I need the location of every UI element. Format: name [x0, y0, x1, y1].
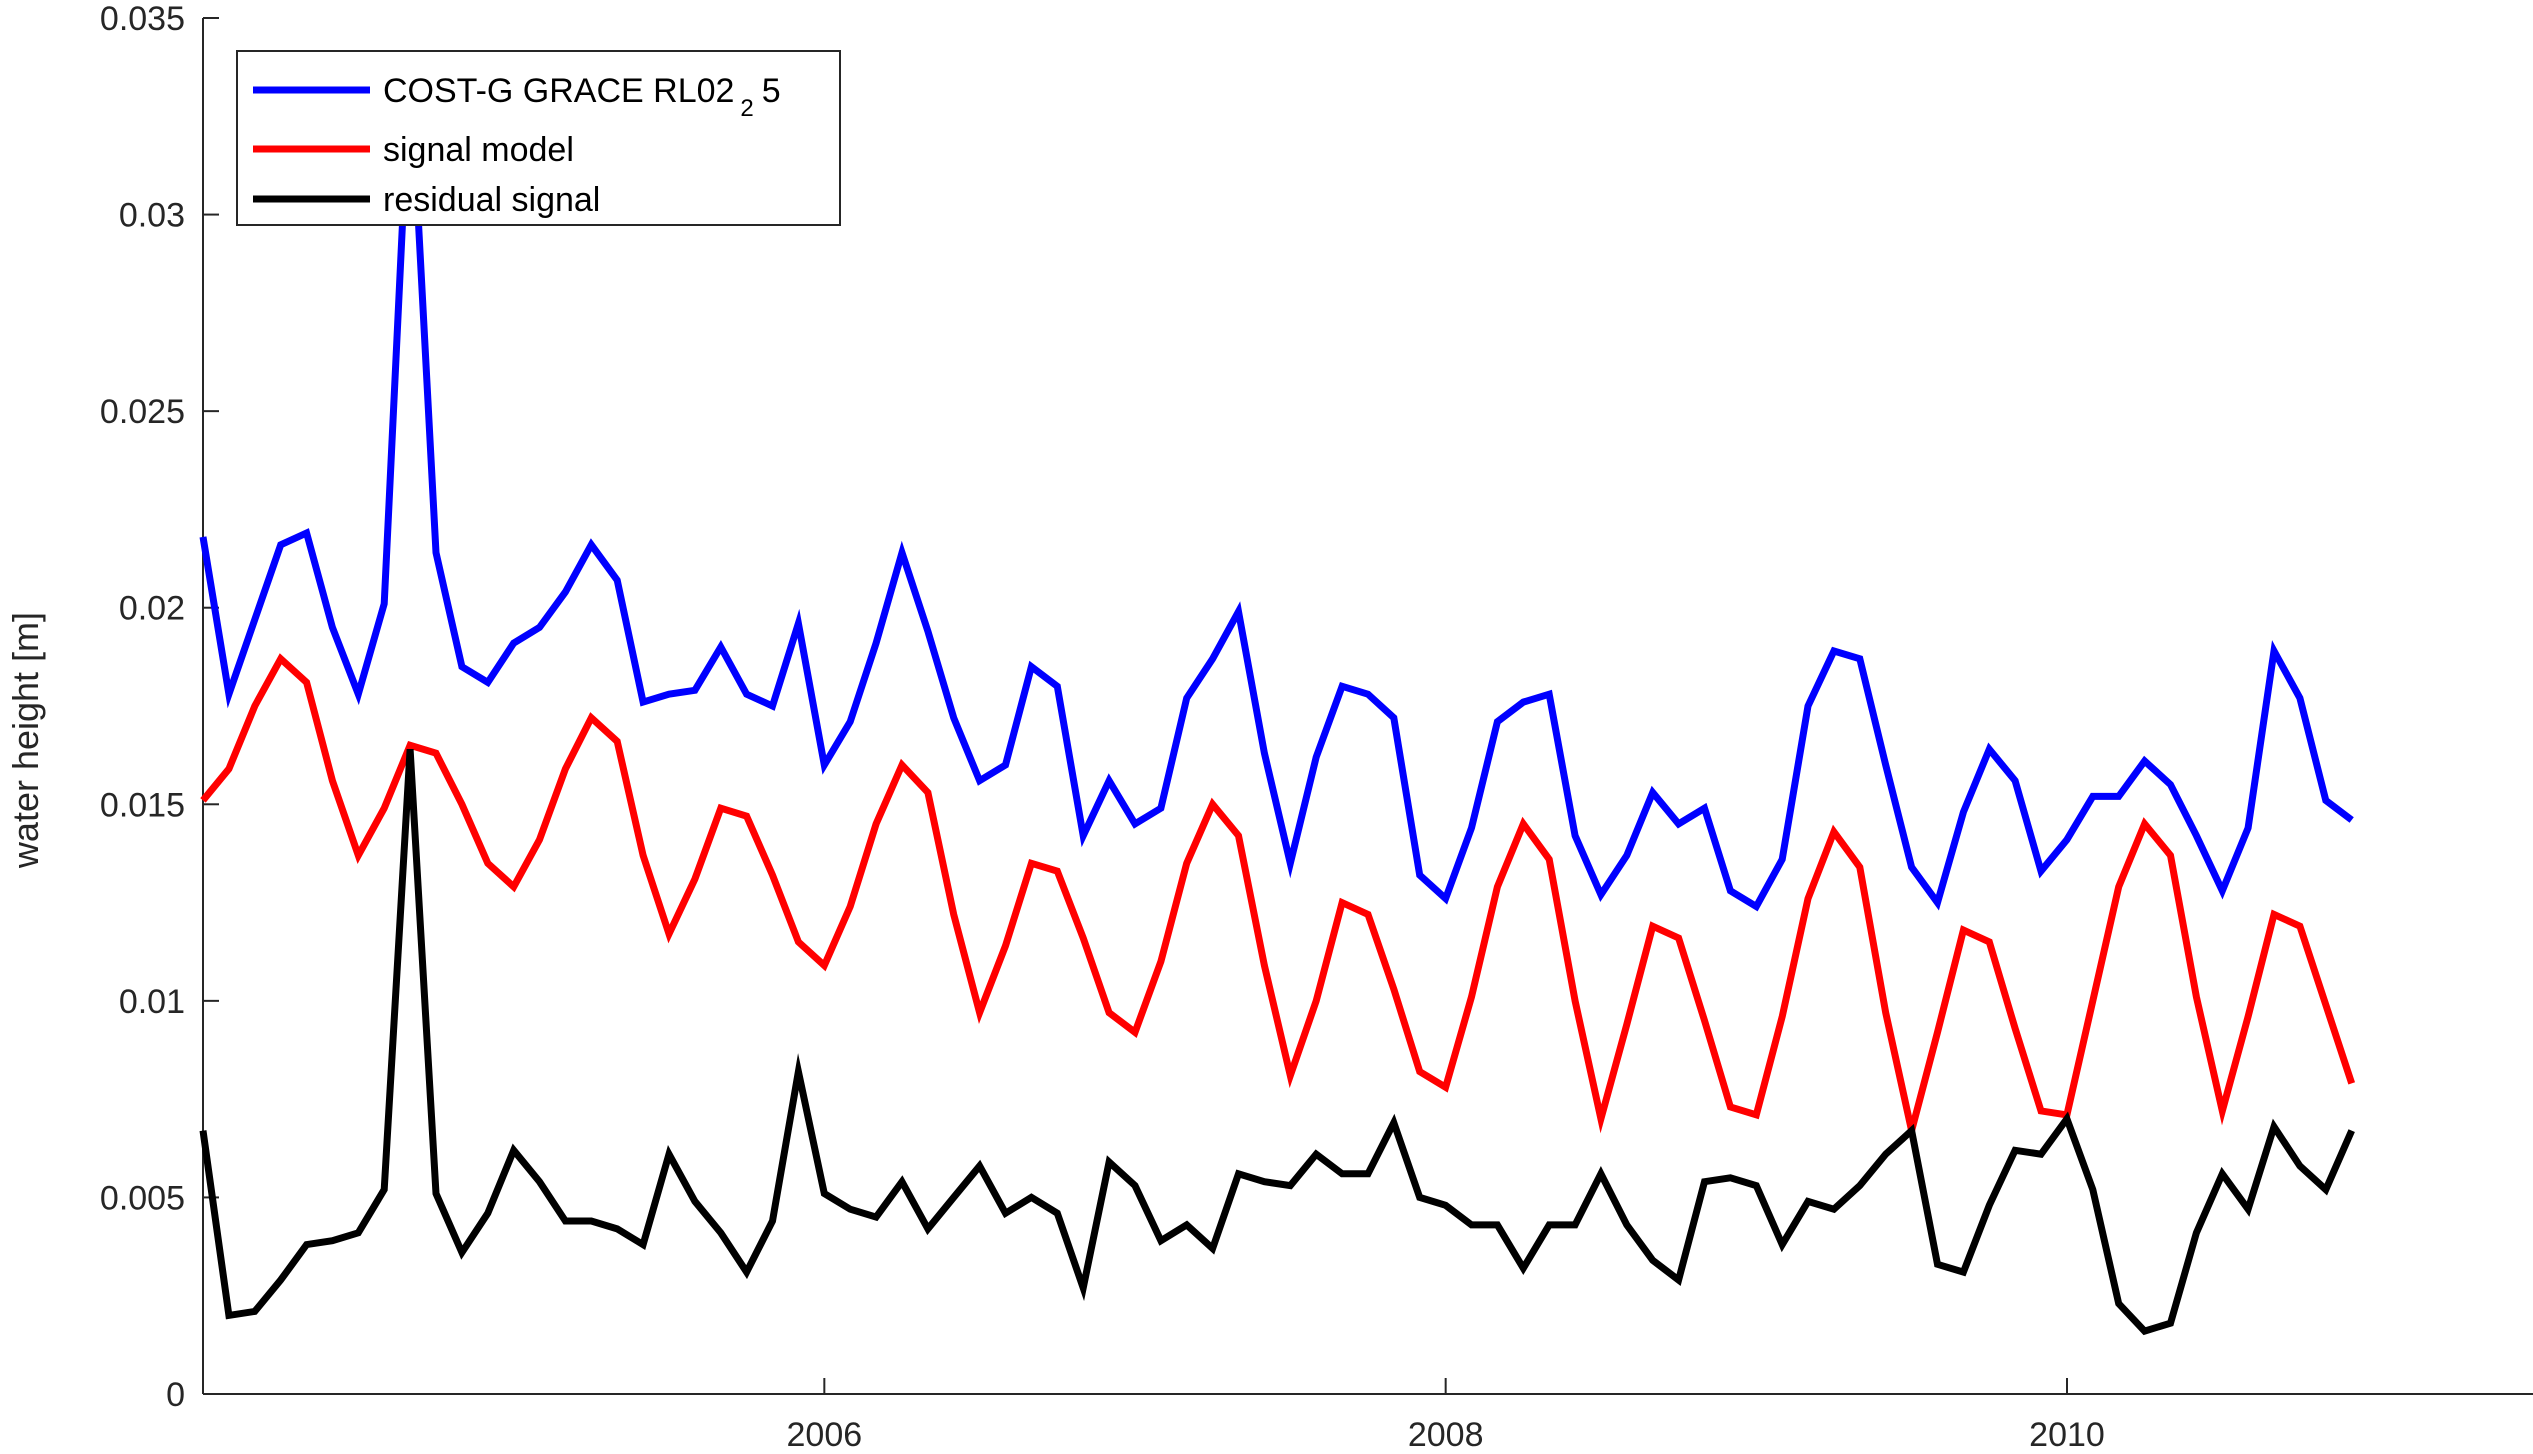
y-tick-label: 0.025 [100, 393, 185, 431]
y-tick-label: 0.035 [100, 0, 185, 38]
series-line-signal-model [200, 653, 2356, 1146]
axes [202, 18, 2533, 1395]
x-tick-label: 2006 [787, 1416, 863, 1454]
y-tick-label: 0.01 [119, 983, 185, 1021]
y-tick-label: 0.03 [119, 197, 185, 235]
y-tick-label: 0.02 [119, 590, 185, 628]
legend-label-signal-model: signal model [383, 131, 574, 169]
legend-label-grace: COST-G GRACE RL02 2 5 [383, 72, 781, 122]
y-tick-label: 0.005 [100, 1179, 185, 1217]
legend: COST-G GRACE RL02 2 5 signal model residua… [236, 50, 841, 226]
y-tick-label: 0 [166, 1376, 185, 1414]
legend-label-residual-signal: residual signal [383, 181, 600, 219]
y-tick-label: 0.015 [100, 786, 185, 824]
y-axis-label: water height [m] [5, 612, 46, 869]
x-tick-label: 2008 [1408, 1416, 1484, 1454]
series-line-residual-signal [199, 748, 2355, 1336]
series-line-grace [199, 65, 2354, 912]
x-tick-label: 2010 [2029, 1416, 2105, 1454]
series-layer [199, 65, 2356, 1336]
tick-marks: 0 0.005 0.01 0.015 0.02 0.025 0.03 0.035 2006 200… [100, 0, 2105, 1454]
